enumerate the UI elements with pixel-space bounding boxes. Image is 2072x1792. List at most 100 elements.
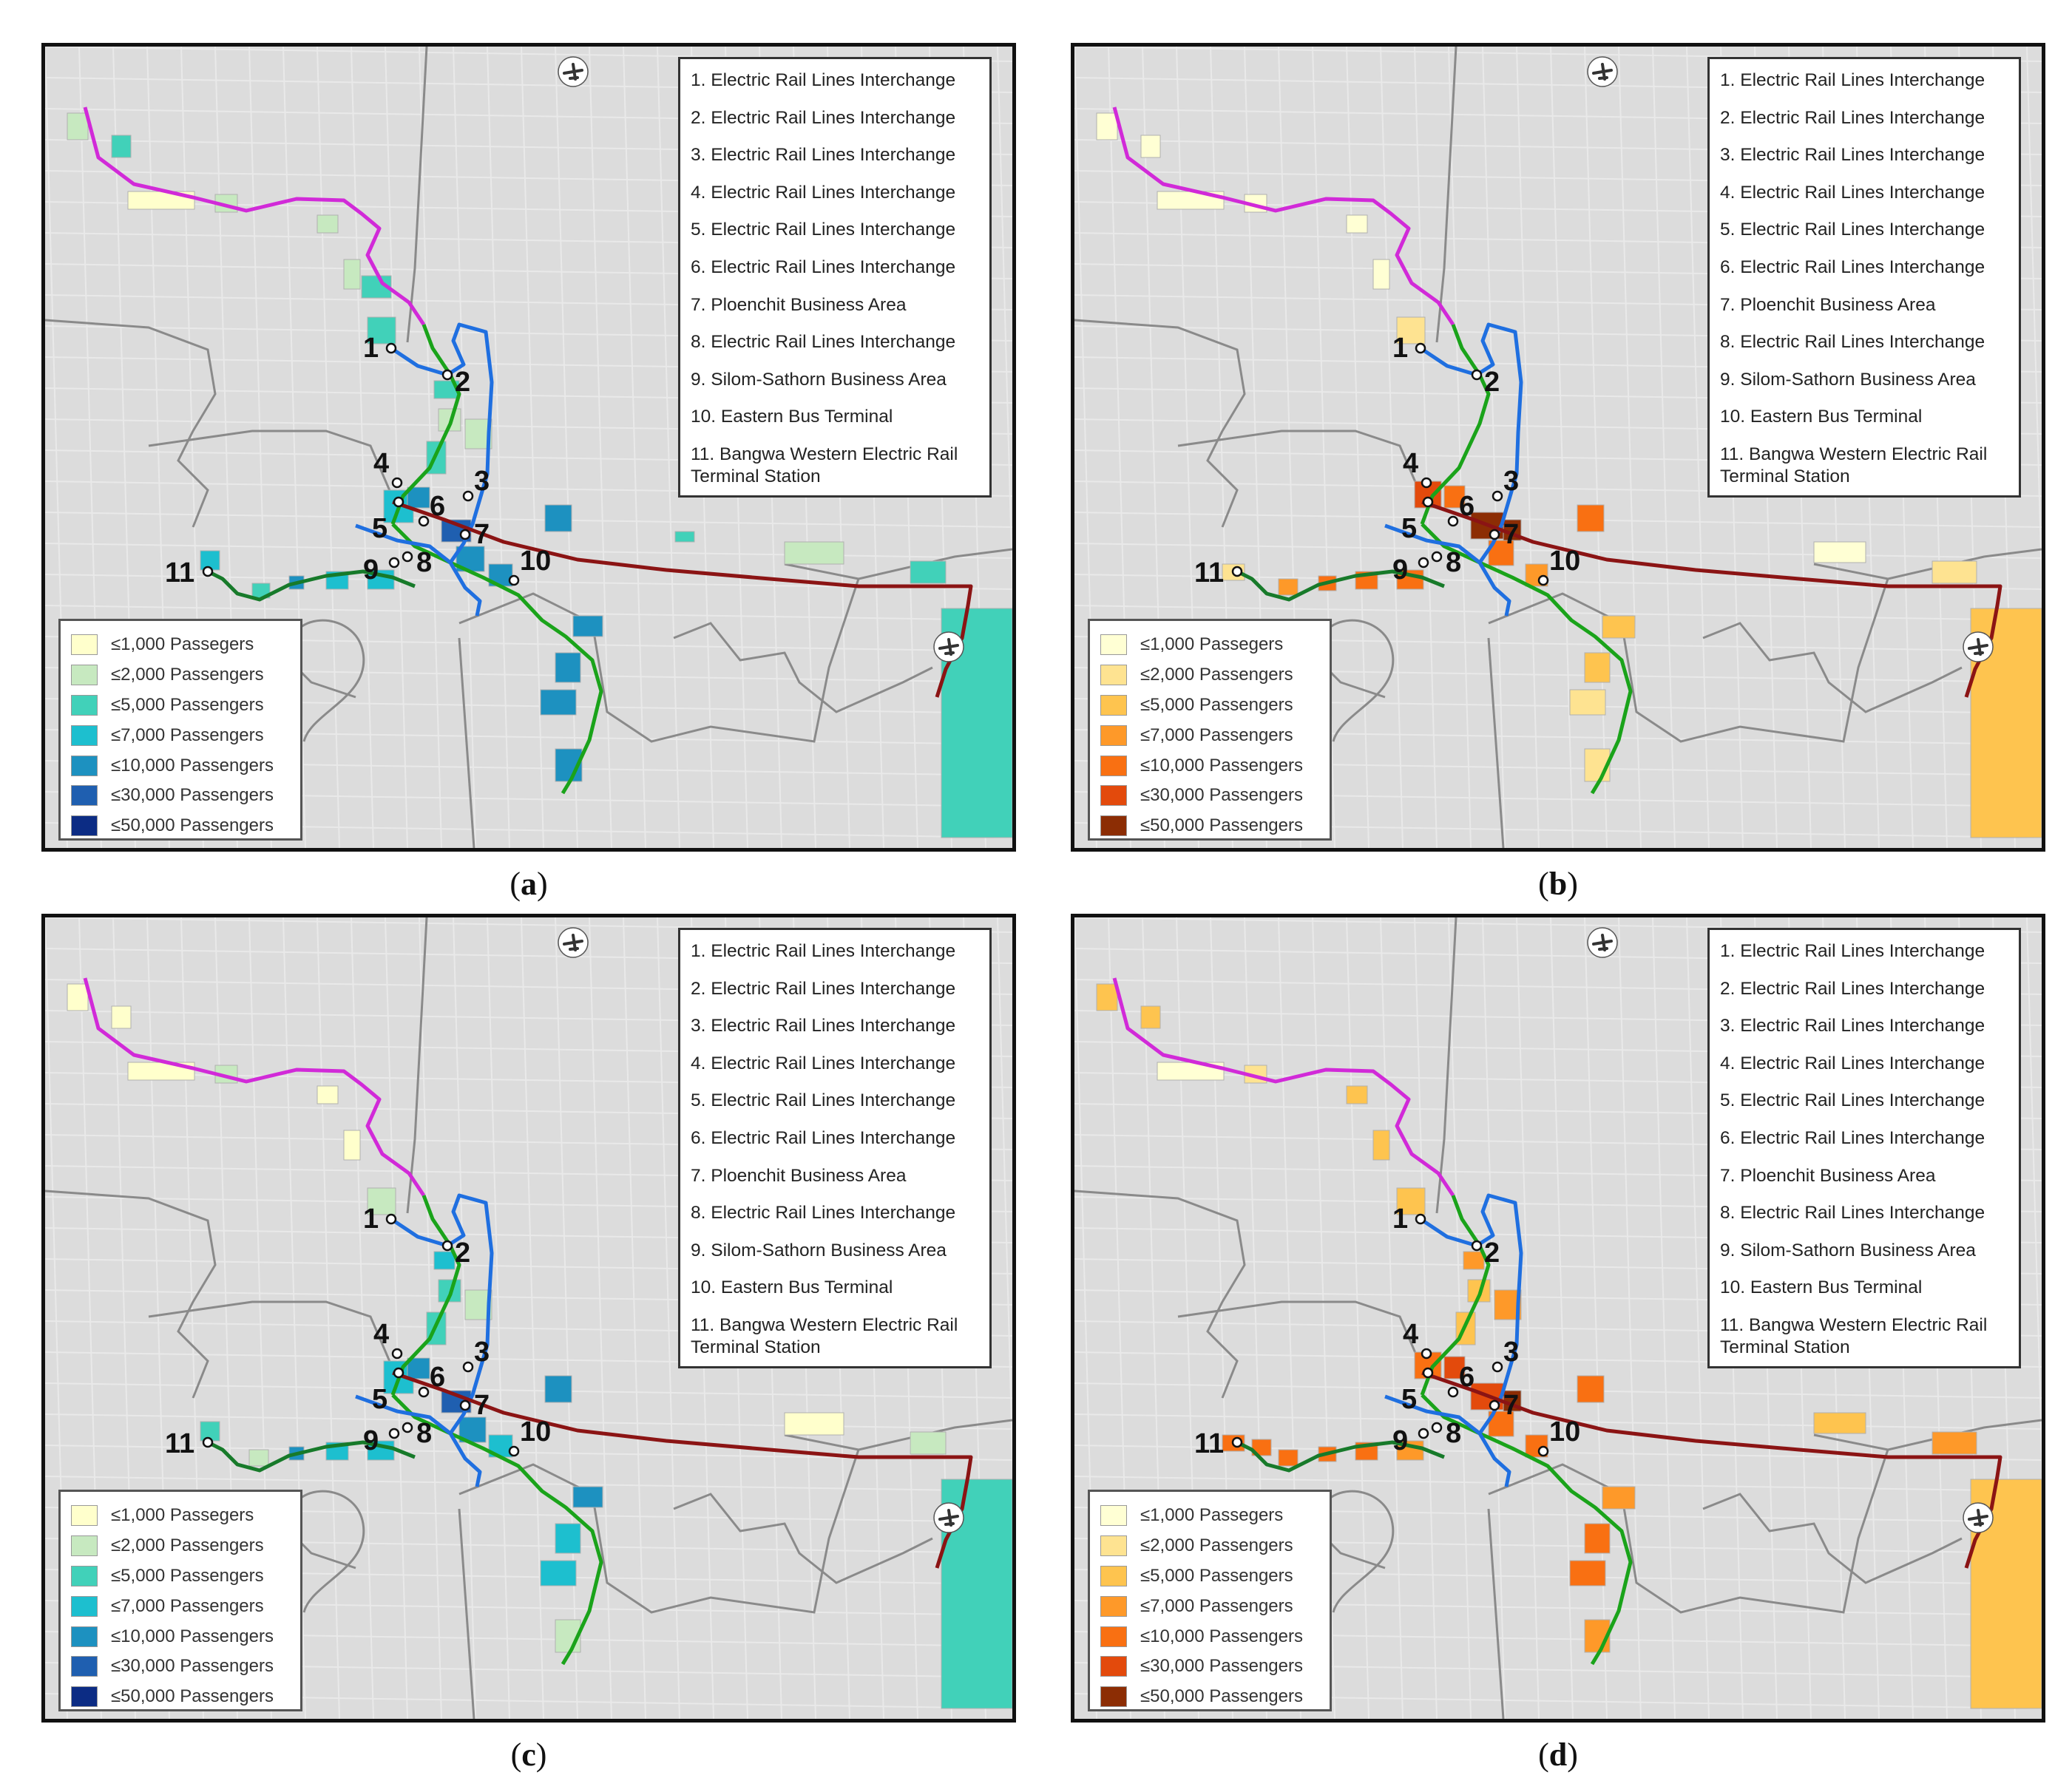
passenger-zone xyxy=(1278,1449,1299,1467)
purple-rail-line xyxy=(83,977,426,1197)
locations-note-box: 1. Electric Rail Lines Interchange 2. Ele… xyxy=(1707,928,2021,1368)
passenger-zone xyxy=(316,214,339,234)
station-marker xyxy=(1471,369,1483,381)
legend-label: ≤7,000 Passengers xyxy=(111,1595,264,1616)
station-number-label: 5 xyxy=(1401,513,1417,544)
legend-label: ≤7,000 Passengers xyxy=(1140,724,1293,745)
station-number-label: 9 xyxy=(363,554,379,586)
blue-rail-line-west xyxy=(355,1394,452,1435)
location-note: 8. Electric Rail Lines Interchange xyxy=(691,332,956,353)
station-marker xyxy=(1537,574,1549,586)
location-note: 7. Ploenchit Business Area xyxy=(1720,1165,1936,1186)
station-number-label: 2 xyxy=(1484,1238,1500,1269)
blue-rail-line-loop xyxy=(1419,322,1523,617)
airport-icon xyxy=(1963,1502,1994,1533)
legend-row: ≤1,000 Passegers xyxy=(71,630,300,660)
passenger-zone xyxy=(407,1357,430,1379)
station-marker xyxy=(418,515,430,527)
legend-label: ≤2,000 Passengers xyxy=(111,1535,264,1556)
green-rail-line-north xyxy=(1420,1195,1491,1396)
station-number-label: 3 xyxy=(1503,1337,1519,1368)
legend-swatch xyxy=(71,1535,98,1557)
legend-row: ≤1,000 Passegers xyxy=(71,1501,300,1531)
legend-row: ≤5,000 Passengers xyxy=(71,1561,300,1592)
location-note: 10. Eastern Bus Terminal xyxy=(691,1277,893,1298)
locations-note-box: 1. Electric Rail Lines Interchange 2. Ele… xyxy=(678,928,992,1368)
passenger-zone xyxy=(1372,1130,1390,1161)
legend-row: ≤30,000 Passengers xyxy=(71,781,300,811)
legend-label: ≤30,000 Passengers xyxy=(1140,1656,1303,1677)
station-number-label: 8 xyxy=(416,1418,432,1449)
legend-row: ≤50,000 Passengers xyxy=(1100,811,1330,841)
legend-label: ≤30,000 Passengers xyxy=(1140,785,1303,806)
blue-rail-line-loop xyxy=(1419,1193,1523,1487)
station-number-label: 2 xyxy=(1484,367,1500,398)
station-number-label: 2 xyxy=(455,367,470,398)
passenger-zone xyxy=(1569,689,1606,716)
map-panel-d: 1 2 3 4 5 6 7 8 9 10 11 1. Electric Rail Lines Int… xyxy=(1071,914,2045,1723)
airport-icon xyxy=(558,927,589,958)
maroon-rail-line xyxy=(1421,500,2002,698)
station-marker xyxy=(202,566,214,577)
location-note: 3. Electric Rail Lines Interchange xyxy=(1720,1016,1985,1036)
legend-label: ≤50,000 Passengers xyxy=(1140,815,1303,836)
passenger-zone xyxy=(1396,316,1426,345)
legend-row: ≤7,000 Passengers xyxy=(71,720,300,750)
panel-caption-b: (b) xyxy=(1538,866,1578,902)
station-number-label: 7 xyxy=(1503,519,1519,550)
passenger-zone xyxy=(343,259,361,290)
station-number-label: 10 xyxy=(1549,1416,1580,1447)
station-marker xyxy=(402,551,413,563)
legend-label: ≤10,000 Passengers xyxy=(111,755,274,775)
map-panel-c: 1 2 3 4 5 6 7 8 9 10 11 1. Electric Rail Lines Int… xyxy=(41,914,1016,1723)
locations-note-box: 1. Electric Rail Lines Interchange 2. Ele… xyxy=(1707,57,2021,498)
station-number-label: 9 xyxy=(363,1425,379,1456)
legend-swatch xyxy=(71,1595,98,1617)
dark-green-rail-line xyxy=(206,569,416,602)
station-number-label: 11 xyxy=(165,1428,194,1459)
passenger-zone xyxy=(572,615,603,637)
location-note: 1. Electric Rail Lines Interchange xyxy=(1720,70,1985,90)
location-note: 9. Silom-Sathorn Business Area xyxy=(1720,369,1976,390)
station-number-label: 1 xyxy=(363,1204,379,1235)
passenger-zone xyxy=(361,275,392,299)
passenger-zone xyxy=(1932,1431,1977,1455)
passenger-zone xyxy=(1346,214,1368,234)
passenger-zone xyxy=(1463,1251,1485,1270)
passenger-zone xyxy=(1584,1523,1611,1554)
legend-swatch xyxy=(71,1505,98,1527)
legend-label: ≤1,000 Passegers xyxy=(111,1505,254,1526)
legend-row: ≤5,000 Passengers xyxy=(71,690,300,721)
passenger-zone xyxy=(1577,1375,1605,1403)
location-note: 8. Electric Rail Lines Interchange xyxy=(1720,332,1985,353)
location-note: 7. Ploenchit Business Area xyxy=(1720,294,1936,315)
airport-icon xyxy=(1963,631,1994,662)
passenger-zone xyxy=(407,486,430,509)
station-marker xyxy=(1421,477,1432,489)
station-number-label: 4 xyxy=(1403,448,1418,479)
legend-label: ≤30,000 Passengers xyxy=(111,1656,274,1677)
station-marker xyxy=(1422,496,1434,508)
legend-swatch xyxy=(1100,1565,1127,1586)
station-marker xyxy=(1447,1386,1459,1398)
legend-label: ≤5,000 Passengers xyxy=(1140,1565,1293,1586)
legend-row: ≤10,000 Passengers xyxy=(1100,750,1330,781)
legend-label: ≤2,000 Passengers xyxy=(111,665,264,685)
airport-icon xyxy=(1587,56,1618,87)
legend-swatch xyxy=(1100,1505,1127,1527)
station-marker xyxy=(418,1386,430,1398)
location-note: 5. Electric Rail Lines Interchange xyxy=(691,1090,956,1111)
legend-label: ≤10,000 Passengers xyxy=(1140,1626,1303,1646)
station-number-label: 3 xyxy=(474,1337,490,1368)
map-panel-a: 1 2 3 4 5 6 7 8 9 10 11 1. Electric Rail Lines Int… xyxy=(41,43,1016,852)
airport-icon xyxy=(1587,927,1618,958)
passenger-zone xyxy=(555,1523,581,1554)
station-marker xyxy=(1431,1422,1443,1433)
station-marker xyxy=(1471,1240,1483,1252)
station-number-label: 10 xyxy=(520,546,551,577)
legend-row: ≤7,000 Passengers xyxy=(1100,720,1330,750)
legend-row: ≤30,000 Passengers xyxy=(1100,1652,1330,1682)
station-number-label: 8 xyxy=(416,547,432,578)
station-number-label: 11 xyxy=(1194,557,1224,588)
location-note: 10. Eastern Bus Terminal xyxy=(691,407,893,427)
